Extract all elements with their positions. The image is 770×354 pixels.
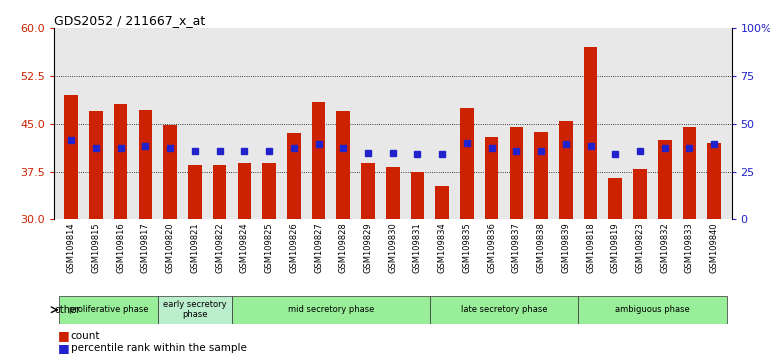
Bar: [188, 165, 202, 219]
Bar: [410, 172, 424, 219]
Bar: [708, 143, 721, 219]
Bar: [59, 296, 158, 324]
Bar: [584, 47, 598, 219]
Bar: [430, 296, 578, 324]
Bar: [633, 169, 647, 219]
Bar: [510, 127, 523, 219]
Text: late secretory phase: late secretory phase: [460, 305, 547, 314]
Bar: [232, 296, 430, 324]
Text: ■: ■: [58, 329, 69, 342]
Bar: [312, 102, 325, 219]
Bar: [114, 103, 128, 219]
Bar: [65, 95, 78, 219]
Bar: [336, 111, 350, 219]
Text: mid secretory phase: mid secretory phase: [288, 305, 374, 314]
Bar: [287, 133, 300, 219]
Text: GDS2052 / 211667_x_at: GDS2052 / 211667_x_at: [54, 14, 205, 27]
Text: proliferative phase: proliferative phase: [69, 305, 148, 314]
Bar: [485, 137, 498, 219]
Bar: [578, 296, 727, 324]
Text: count: count: [71, 331, 100, 341]
Text: ■: ■: [58, 342, 69, 354]
Bar: [658, 140, 671, 219]
Bar: [683, 127, 696, 219]
Bar: [608, 178, 622, 219]
Bar: [559, 121, 573, 219]
Bar: [460, 108, 474, 219]
Bar: [139, 110, 152, 219]
Text: other: other: [54, 305, 80, 315]
Bar: [386, 167, 400, 219]
Bar: [89, 111, 102, 219]
Bar: [435, 186, 449, 219]
Bar: [237, 164, 251, 219]
Text: early secretory
phase: early secretory phase: [163, 300, 226, 319]
Bar: [158, 296, 232, 324]
Bar: [263, 164, 276, 219]
Bar: [534, 132, 548, 219]
Text: ambiguous phase: ambiguous phase: [615, 305, 690, 314]
Bar: [163, 125, 177, 219]
Bar: [361, 164, 375, 219]
Text: percentile rank within the sample: percentile rank within the sample: [71, 343, 246, 353]
Bar: [213, 165, 226, 219]
